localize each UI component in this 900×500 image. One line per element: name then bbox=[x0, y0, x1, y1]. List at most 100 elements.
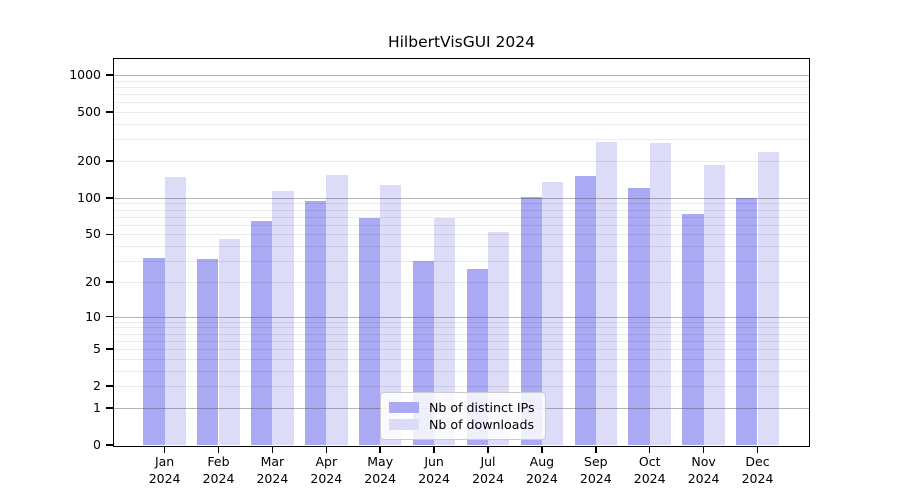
bar-ips-aug bbox=[520, 197, 542, 445]
chart-title: HilbertVisGUI 2024 bbox=[387, 33, 536, 51]
x-tick-label-mar: Mar 2024 bbox=[256, 454, 289, 486]
legend-label-downloads: Nb of downloads bbox=[429, 417, 535, 432]
gridline-1000 bbox=[113, 75, 810, 77]
bar-downloads-jun bbox=[434, 218, 456, 445]
gridline-7 bbox=[113, 333, 810, 335]
gridline-10 bbox=[113, 316, 810, 318]
bar-downloads-nov bbox=[703, 164, 725, 445]
y-tick-label-10: 10 bbox=[85, 308, 101, 324]
gridline-400 bbox=[113, 124, 810, 126]
bar-downloads-jul bbox=[488, 232, 510, 445]
gridline-900 bbox=[113, 80, 810, 82]
gridline-70 bbox=[113, 216, 810, 218]
gridline-80 bbox=[113, 209, 810, 211]
x-tick-aug bbox=[541, 447, 543, 453]
gridline-40 bbox=[113, 246, 810, 248]
gridline-100 bbox=[113, 197, 810, 199]
x-tick-sep bbox=[595, 447, 597, 453]
legend-row-ips: Nb of distinct IPs bbox=[389, 399, 537, 416]
gridline-9 bbox=[113, 321, 810, 323]
gridline-5 bbox=[113, 349, 810, 351]
bar-ips-may bbox=[358, 218, 381, 445]
gridline-3 bbox=[113, 370, 810, 372]
y-tick-label-500: 500 bbox=[77, 104, 101, 120]
x-tick-label-jun: Jun 2024 bbox=[418, 454, 450, 486]
gridline-90 bbox=[113, 203, 810, 205]
y-tick-label-2: 2 bbox=[93, 378, 101, 394]
x-tick-label-jul: Jul 2024 bbox=[472, 454, 504, 486]
bar-downloads-may bbox=[380, 185, 402, 445]
gridline-200 bbox=[113, 161, 810, 162]
x-tick-oct bbox=[648, 447, 651, 453]
x-tick-feb bbox=[217, 447, 220, 453]
bar-downloads-aug bbox=[541, 181, 564, 445]
y-tick-1000 bbox=[106, 74, 113, 76]
x-tick-label-may: May 2024 bbox=[364, 454, 397, 486]
x-tick-jun bbox=[433, 447, 435, 453]
bar-ips-oct bbox=[628, 187, 650, 445]
bar-downloads-jan bbox=[164, 177, 186, 445]
gridline-8 bbox=[113, 327, 810, 329]
y-tick-2 bbox=[106, 385, 113, 387]
y-tick-20 bbox=[106, 281, 113, 283]
gridline-600 bbox=[113, 102, 810, 104]
gridline-6 bbox=[113, 340, 810, 342]
x-tick-label-oct: Oct 2024 bbox=[633, 454, 666, 486]
legend-swatch-downloads bbox=[389, 419, 419, 430]
y-tick-200 bbox=[106, 160, 113, 162]
bar-ips-feb bbox=[197, 259, 219, 445]
bar-downloads-dec bbox=[757, 151, 779, 445]
gridline-700 bbox=[113, 94, 810, 96]
y-tick-1 bbox=[106, 407, 113, 409]
bar-ips-jan bbox=[143, 257, 165, 445]
y-tick-100 bbox=[106, 197, 113, 199]
legend-swatch-ips bbox=[389, 402, 419, 413]
y-tick-label-1: 1 bbox=[93, 399, 101, 415]
bar-downloads-oct bbox=[649, 143, 671, 445]
gridline-300 bbox=[113, 139, 810, 141]
y-tick-label-100: 100 bbox=[77, 189, 101, 205]
y-tick-0 bbox=[106, 444, 113, 446]
y-tick-label-1000: 1000 bbox=[69, 67, 101, 83]
x-tick-label-aug: Aug 2024 bbox=[525, 454, 558, 486]
x-tick-label-sep: Sep 2024 bbox=[579, 454, 612, 486]
gridline-30 bbox=[113, 261, 810, 263]
x-tick-apr bbox=[325, 447, 328, 453]
bar-ips-apr bbox=[305, 201, 327, 445]
legend: Nb of distinct IPs Nb of downloads bbox=[380, 392, 546, 440]
gridline-500 bbox=[113, 112, 810, 114]
x-tick-may bbox=[379, 447, 381, 453]
bar-ips-dec bbox=[736, 197, 758, 445]
x-tick-label-jan: Jan 2024 bbox=[148, 454, 181, 486]
x-tick-jan bbox=[163, 447, 166, 453]
gridline-50 bbox=[113, 234, 810, 236]
x-tick-label-nov: Nov 2024 bbox=[687, 454, 720, 486]
y-tick-50 bbox=[106, 233, 113, 236]
y-tick-label-0: 0 bbox=[93, 437, 101, 452]
gridline-60 bbox=[113, 224, 810, 226]
bar-ips-mar bbox=[251, 220, 273, 445]
y-tick-500 bbox=[106, 111, 113, 113]
y-tick-label-50: 50 bbox=[85, 226, 101, 242]
x-tick-label-feb: Feb 2024 bbox=[202, 454, 235, 486]
x-tick-jul bbox=[487, 447, 489, 453]
y-tick-label-200: 200 bbox=[77, 153, 101, 168]
x-tick-label-apr: Apr 2024 bbox=[310, 454, 343, 486]
y-tick-10 bbox=[106, 315, 113, 318]
y-tick-label-20: 20 bbox=[85, 273, 101, 289]
bar-downloads-mar bbox=[272, 191, 294, 445]
x-tick-dec bbox=[756, 447, 759, 453]
x-tick-mar bbox=[271, 447, 274, 453]
bar-downloads-feb bbox=[218, 238, 240, 445]
y-tick-label-5: 5 bbox=[93, 341, 101, 357]
bar-downloads-sep bbox=[595, 141, 618, 445]
plot-area: 0 1 2 5 10 20 50 100 200 500 1000 Jan 2024 Feb 2024 Ma… bbox=[69, 58, 810, 486]
bar-ips-nov bbox=[682, 213, 704, 445]
gridline-20 bbox=[113, 281, 810, 283]
bar-downloads-apr bbox=[326, 174, 348, 445]
x-tick-nov bbox=[702, 447, 705, 453]
y-tick-5 bbox=[106, 348, 113, 350]
bar-ips-sep bbox=[574, 175, 596, 445]
gridline-2 bbox=[113, 386, 810, 388]
